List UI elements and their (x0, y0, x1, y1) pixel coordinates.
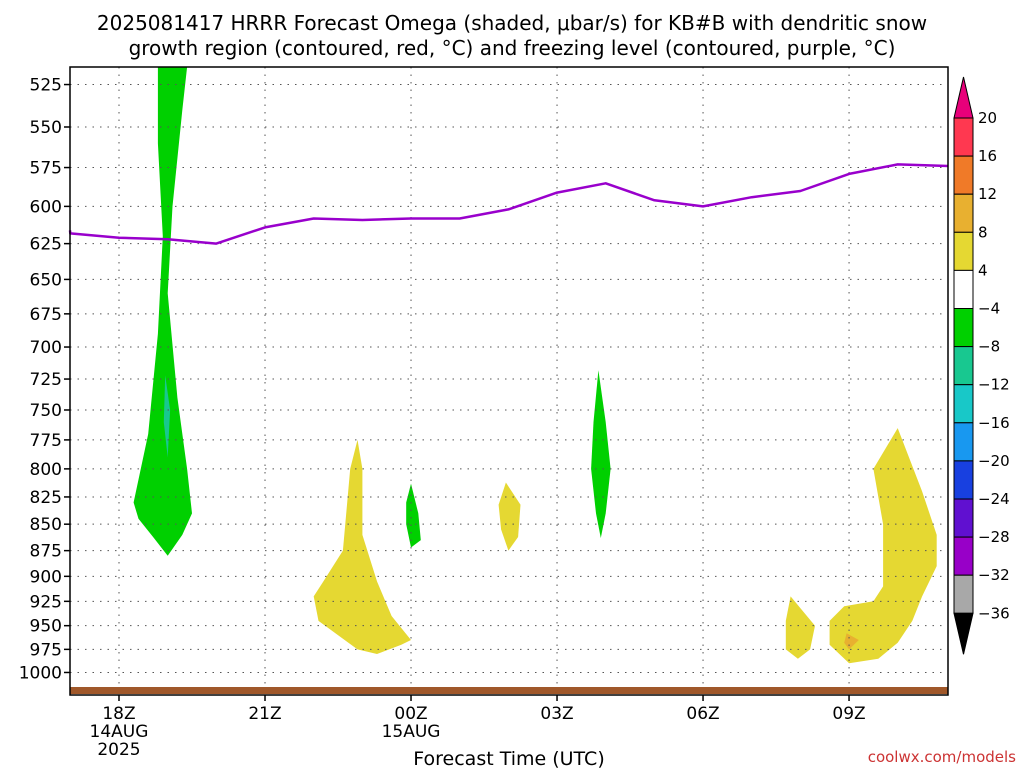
y-tick-label: 975 (30, 640, 62, 660)
plot-frame (69, 66, 949, 696)
ground-layer (70, 687, 948, 694)
x-axis-label: Forecast Time (UTC) (413, 748, 604, 768)
y-tick-label: 600 (30, 197, 62, 217)
colorbar-bin (953, 498, 974, 538)
colorbar-level-label: 8 (978, 223, 988, 241)
colorbar-bin (953, 231, 974, 271)
colorbar-level-label: −24 (978, 490, 1010, 508)
colorbar-level-label: −16 (978, 414, 1010, 432)
y-tick-label: 775 (30, 431, 62, 451)
colorbar-bin (953, 346, 974, 386)
omega-region-6 (785, 596, 815, 659)
y-tick-label: 950 (30, 617, 62, 637)
x-tick-label: 21Z (248, 704, 281, 724)
colorbar-bin (953, 460, 974, 500)
colorbar-bin (953, 269, 974, 309)
y-tick-label: 925 (30, 592, 62, 612)
omega-region-4 (313, 439, 411, 654)
colorbar-level-label: −28 (978, 528, 1010, 546)
omega-region-7 (829, 428, 937, 664)
omega-region-3 (591, 370, 611, 538)
x-tick-label: 18Z (102, 704, 135, 724)
freezing-level-layer (68, 163, 949, 245)
y-tick-label: 1000 (19, 663, 62, 683)
x-tick-label: 06Z (686, 704, 719, 724)
colorbar-bin (953, 117, 974, 157)
x-tick-label: 03Z (540, 704, 573, 724)
colorbar-bin (953, 308, 974, 348)
colorbar-bin (953, 422, 974, 462)
colorbar-level-label: −20 (978, 452, 1010, 470)
y-tick-label: 575 (30, 159, 62, 179)
plot-background (70, 67, 948, 695)
y-tick-label: 525 (30, 76, 62, 96)
colorbar: 20 16 12 8 4 −4 −8 −12 −16 −20 −24 −28 −32 −36 (953, 76, 1010, 655)
colorbar-level-label: −4 (978, 300, 1000, 318)
omega-region-2 (406, 483, 421, 548)
y-tick-label: 750 (30, 401, 62, 421)
colorbar-level-label: −8 (978, 338, 1000, 356)
chart-title-line-1: 2025081417 HRRR Forecast Omega (shaded, … (97, 11, 927, 35)
colorbar-top-arrow (953, 76, 974, 119)
freezing-level-line (68, 163, 949, 245)
ground-band (70, 687, 948, 694)
colorbar-level-label: −32 (978, 566, 1010, 584)
omega-region-5 (498, 482, 521, 551)
omega-region-1 (163, 375, 171, 458)
y-tick-label: 650 (30, 270, 62, 290)
colorbar-level-label: 16 (978, 147, 997, 165)
colorbar-level-label: 4 (978, 261, 988, 279)
y-tick-label: 725 (30, 370, 62, 390)
credit-text: coolwx.com/models (868, 748, 1016, 766)
y-tick-label: 850 (30, 515, 62, 535)
x-tick-year: 2025 (97, 740, 140, 760)
omega-region-0 (133, 67, 192, 556)
colorbar-level-label: 12 (978, 185, 997, 203)
chart-title-line-2: growth region (contoured, red, °C) and f… (129, 36, 896, 60)
colorbar-level-label: 20 (978, 109, 997, 127)
y-axis-ticks: 525 550 575 600 625 650 675 700 725 750 775 800 825 8… (19, 76, 70, 683)
colorbar-bin (953, 155, 974, 195)
x-tick-label: 09Z (832, 704, 865, 724)
colorbar-level-label: −36 (978, 604, 1010, 622)
y-tick-label: 700 (30, 338, 62, 358)
x-tick-date: 14AUG (90, 722, 149, 742)
x-tick-label: 00Z (394, 704, 427, 724)
colorbar-bottom-arrow (953, 612, 974, 655)
omega-shaded-regions (133, 67, 937, 664)
y-tick-label: 675 (30, 305, 62, 325)
colorbar-bin (953, 574, 974, 614)
colorbar-bin (953, 384, 974, 424)
y-tick-label: 800 (30, 460, 62, 480)
colorbar-level-label: −12 (978, 376, 1010, 394)
y-tick-label: 875 (30, 542, 62, 562)
colorbar-bin (953, 193, 974, 233)
y-tick-label: 550 (30, 118, 62, 138)
omega-region-8 (844, 633, 859, 650)
x-tick-date: 15AUG (382, 722, 441, 742)
colorbar-bin (953, 536, 974, 576)
y-tick-label: 625 (30, 235, 62, 255)
y-tick-label: 900 (30, 567, 62, 587)
y-tick-label: 825 (30, 488, 62, 508)
